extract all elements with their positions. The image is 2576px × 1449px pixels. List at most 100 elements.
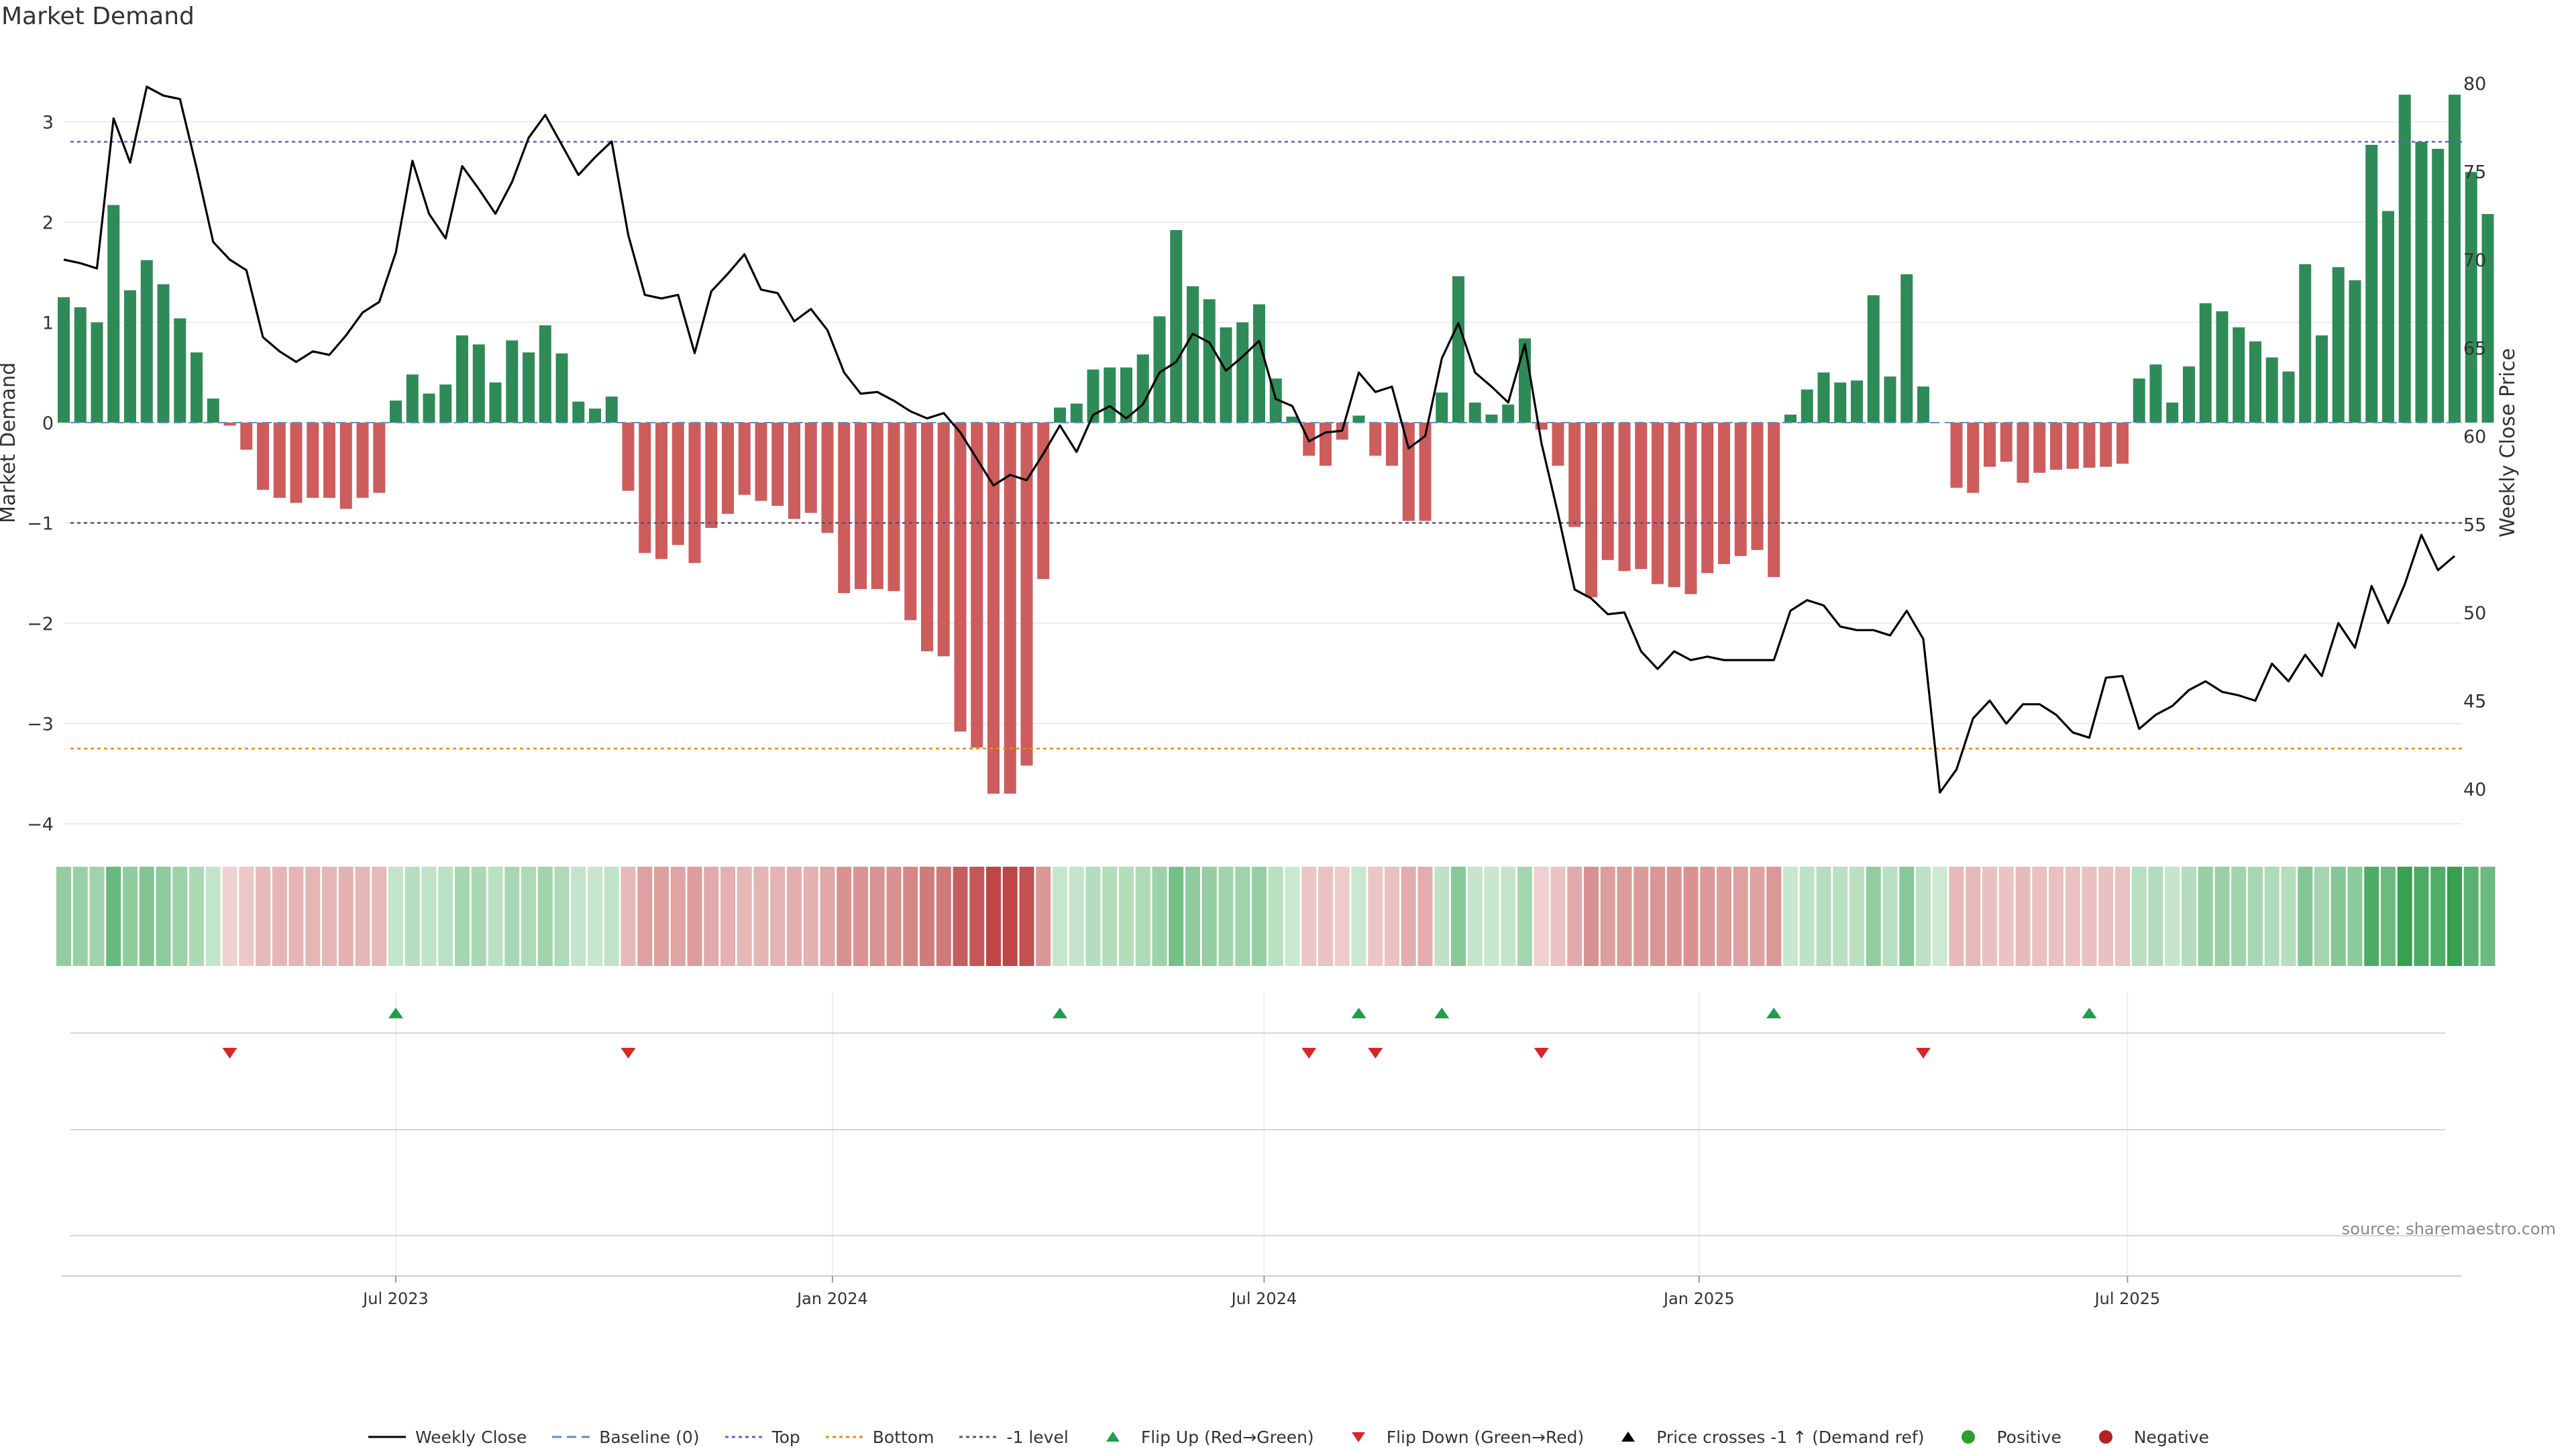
heat-cell	[123, 867, 138, 966]
heat-cell	[2182, 867, 2196, 966]
demand-bar	[2299, 264, 2312, 423]
demand-bar	[1352, 415, 1365, 423]
demand-bar	[1635, 423, 1648, 570]
source-note: source: sharemaestro.com	[2341, 1220, 2556, 1238]
demand-bar	[838, 423, 851, 594]
heat-cell	[1982, 867, 1997, 966]
demand-bar	[1917, 386, 1929, 423]
legend-item: -1 level	[958, 1428, 1069, 1447]
heat-cell	[2330, 867, 2346, 966]
heat-cell	[588, 867, 602, 966]
heat-cell	[1019, 867, 1034, 966]
demand-bar	[1784, 415, 1796, 423]
heat-cell	[2381, 867, 2396, 966]
demand-bar	[639, 423, 651, 553]
demand-bar	[1004, 423, 1016, 794]
demand-bar	[339, 423, 352, 509]
demand-bar	[705, 423, 718, 528]
heat-cell	[637, 867, 653, 966]
heat-cell	[787, 867, 802, 966]
heat-cell	[1816, 867, 1831, 966]
price-line	[63, 85, 2456, 794]
y2-tick-label: 65	[2463, 339, 2486, 360]
y-tick-label: 1	[42, 313, 54, 334]
demand-bar	[356, 423, 369, 498]
heat-cell	[305, 867, 321, 966]
x-tick-label: Jul 2025	[2094, 1289, 2161, 1308]
heat-cell	[1700, 867, 1715, 966]
demand-bar	[1153, 316, 1166, 423]
heat-cell	[1102, 867, 1118, 966]
demand-bar	[1402, 423, 1415, 521]
demand-bar	[506, 340, 519, 423]
dotted-line-gray-icon	[958, 1429, 998, 1445]
heat-cell	[2214, 867, 2230, 966]
heat-cell	[2397, 867, 2412, 966]
y-tick-label: 2	[42, 213, 54, 233]
heat-cell	[1733, 867, 1748, 966]
heat-cell	[886, 867, 902, 966]
heat-cell	[1318, 867, 1333, 966]
legend-item: Price crosses -1 ↑ (Demand ref)	[1608, 1428, 1924, 1447]
heat-cell	[1501, 867, 1516, 966]
y2-tick-label: 40	[2463, 780, 2486, 800]
demand-bar	[1751, 423, 1764, 550]
heat-cell	[654, 867, 669, 966]
demand-bar	[2415, 142, 2428, 423]
triangle-up-black-icon	[1608, 1429, 1648, 1445]
demand-bar	[423, 393, 435, 423]
demand-bar	[1020, 423, 1033, 766]
demand-bar	[688, 423, 701, 564]
demand-bar	[1485, 415, 1498, 423]
heat-cell	[172, 867, 188, 966]
x-tick-label: Jan 2024	[796, 1289, 868, 1308]
heat-cell	[1451, 867, 1466, 966]
flip-up-marker	[1053, 1008, 1067, 1018]
demand-bar	[2116, 423, 2129, 464]
heat-cell	[521, 867, 536, 966]
heat-cell	[2165, 867, 2180, 966]
heat-cell	[2231, 867, 2247, 966]
heat-cell	[1899, 867, 1915, 966]
demand-bar	[954, 423, 967, 732]
demand-bar	[937, 423, 950, 657]
legend-item: Weekly Close	[367, 1428, 527, 1447]
demand-bar	[788, 423, 800, 519]
heat-cell	[1750, 867, 1765, 966]
heat-cell	[720, 867, 735, 966]
heat-cell	[1135, 867, 1150, 966]
heat-cell	[1334, 867, 1350, 966]
heat-cell	[189, 867, 204, 966]
heat-cell	[621, 867, 636, 966]
heat-cell	[1650, 867, 1665, 966]
demand-heat-strip	[56, 867, 2496, 966]
heat-cell	[1783, 867, 1798, 966]
heat-cell	[1882, 867, 1898, 966]
heat-cell	[2131, 867, 2147, 966]
price-line-group	[63, 85, 2456, 794]
demand-bar	[1768, 423, 1780, 578]
demand-bar	[2216, 311, 2229, 423]
heat-cell	[753, 867, 769, 966]
flip-up-marker	[1766, 1008, 1782, 1018]
demand-bar	[855, 423, 867, 590]
heat-cell	[239, 867, 254, 966]
demand-bar	[804, 423, 817, 513]
demand-bar	[406, 374, 419, 423]
heat-cell	[1517, 867, 1532, 966]
demand-bar	[771, 423, 784, 506]
demand-bar	[1967, 423, 1980, 493]
demand-bar	[1037, 423, 1050, 580]
demand-bar	[2149, 364, 2162, 423]
demand-bar	[2166, 402, 2179, 423]
flip-down-marker	[222, 1048, 237, 1059]
dotted-line-icon	[724, 1429, 764, 1445]
heat-cell	[438, 867, 453, 966]
heat-cell	[1002, 867, 1018, 966]
heat-cell	[853, 867, 868, 966]
legend-label: Flip Down (Green→Red)	[1386, 1427, 1585, 1447]
demand-bar	[124, 290, 136, 423]
demand-bar	[1220, 327, 1232, 423]
demand-bar	[1867, 295, 1880, 423]
